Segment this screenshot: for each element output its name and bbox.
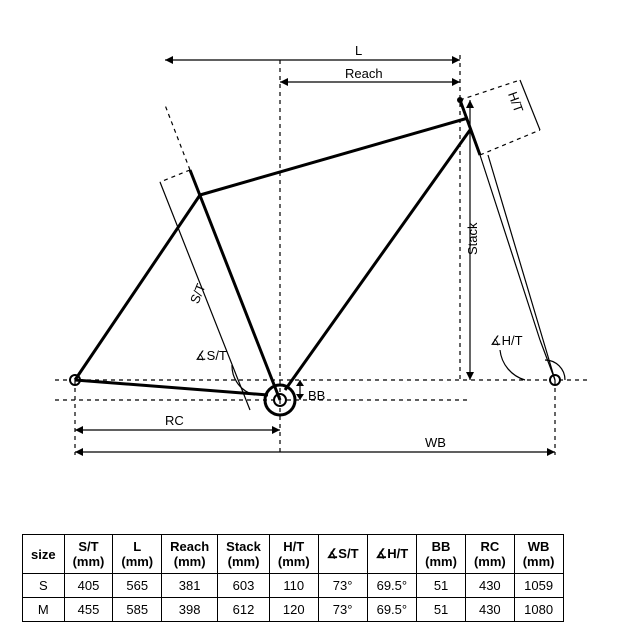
cell: 120 bbox=[269, 598, 318, 622]
label-Reach: Reach bbox=[345, 66, 383, 81]
label-L: L bbox=[355, 43, 362, 58]
cell: 398 bbox=[162, 598, 218, 622]
cell: 585 bbox=[113, 598, 162, 622]
label-angle-ST: ∡S/T bbox=[195, 348, 227, 363]
label-HT: H/T bbox=[505, 90, 526, 115]
cell: 69.5° bbox=[367, 598, 417, 622]
col-header: ∡H/T bbox=[367, 535, 417, 574]
label-ST: S/T bbox=[187, 281, 209, 305]
col-header: size bbox=[23, 535, 65, 574]
col-header: H/T(mm) bbox=[269, 535, 318, 574]
table-row: M45558539861212073°69.5°514301080 bbox=[23, 598, 564, 622]
label-BB: BB bbox=[308, 388, 325, 403]
cell: 73° bbox=[318, 574, 367, 598]
cell: 73° bbox=[318, 598, 367, 622]
col-header: S/T(mm) bbox=[64, 535, 113, 574]
cell: 612 bbox=[218, 598, 270, 622]
cell: M bbox=[23, 598, 65, 622]
label-RC: RC bbox=[165, 413, 184, 428]
cell: 430 bbox=[465, 598, 514, 622]
cell: 455 bbox=[64, 598, 113, 622]
cell: 405 bbox=[64, 574, 113, 598]
cell: 603 bbox=[218, 574, 270, 598]
table-row: S40556538160311073°69.5°514301059 bbox=[23, 574, 564, 598]
cell: 51 bbox=[417, 574, 466, 598]
cell: 381 bbox=[162, 574, 218, 598]
table-header-row: sizeS/T(mm)L(mm)Reach(mm)Stack(mm)H/T(mm… bbox=[23, 535, 564, 574]
geometry-table: sizeS/T(mm)L(mm)Reach(mm)Stack(mm)H/T(mm… bbox=[22, 534, 564, 622]
cell: 1080 bbox=[514, 598, 563, 622]
cell: 1059 bbox=[514, 574, 563, 598]
cell: S bbox=[23, 574, 65, 598]
col-header: ∡S/T bbox=[318, 535, 367, 574]
col-header: L(mm) bbox=[113, 535, 162, 574]
cell: 69.5° bbox=[367, 574, 417, 598]
cell: 51 bbox=[417, 598, 466, 622]
label-angle-HT: ∡H/T bbox=[490, 333, 523, 348]
col-header: WB(mm) bbox=[514, 535, 563, 574]
bike-geometry-diagram: L Reach H/T Stack S/T ∡S/T ∡H/T RC BB WB bbox=[0, 0, 640, 470]
col-header: Reach(mm) bbox=[162, 535, 218, 574]
col-header: RC(mm) bbox=[465, 535, 514, 574]
col-header: Stack(mm) bbox=[218, 535, 270, 574]
col-header: BB(mm) bbox=[417, 535, 466, 574]
label-Stack: Stack bbox=[465, 222, 480, 255]
cell: 110 bbox=[269, 574, 318, 598]
cell: 565 bbox=[113, 574, 162, 598]
cell: 430 bbox=[465, 574, 514, 598]
label-WB: WB bbox=[425, 435, 446, 450]
